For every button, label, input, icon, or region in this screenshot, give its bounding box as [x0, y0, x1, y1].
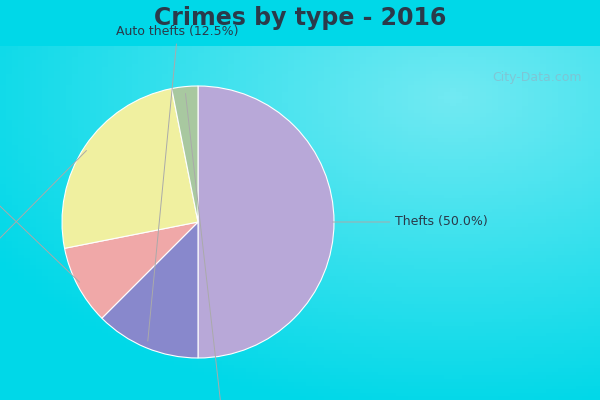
Text: City-Data.com: City-Data.com [493, 71, 582, 84]
Wedge shape [172, 86, 198, 222]
Wedge shape [65, 222, 198, 318]
Text: Thefts (50.0%): Thefts (50.0%) [333, 216, 488, 228]
Text: Rapes (3.1%): Rapes (3.1%) [181, 94, 265, 400]
Text: Assaults (9.4%): Assaults (9.4%) [0, 141, 80, 282]
Text: Burglaries (25.0%): Burglaries (25.0%) [0, 150, 86, 317]
Wedge shape [102, 222, 198, 358]
Text: Crimes by type - 2016: Crimes by type - 2016 [154, 6, 446, 30]
Wedge shape [62, 88, 198, 248]
Wedge shape [198, 86, 334, 358]
Text: Auto thefts (12.5%): Auto thefts (12.5%) [116, 25, 239, 341]
